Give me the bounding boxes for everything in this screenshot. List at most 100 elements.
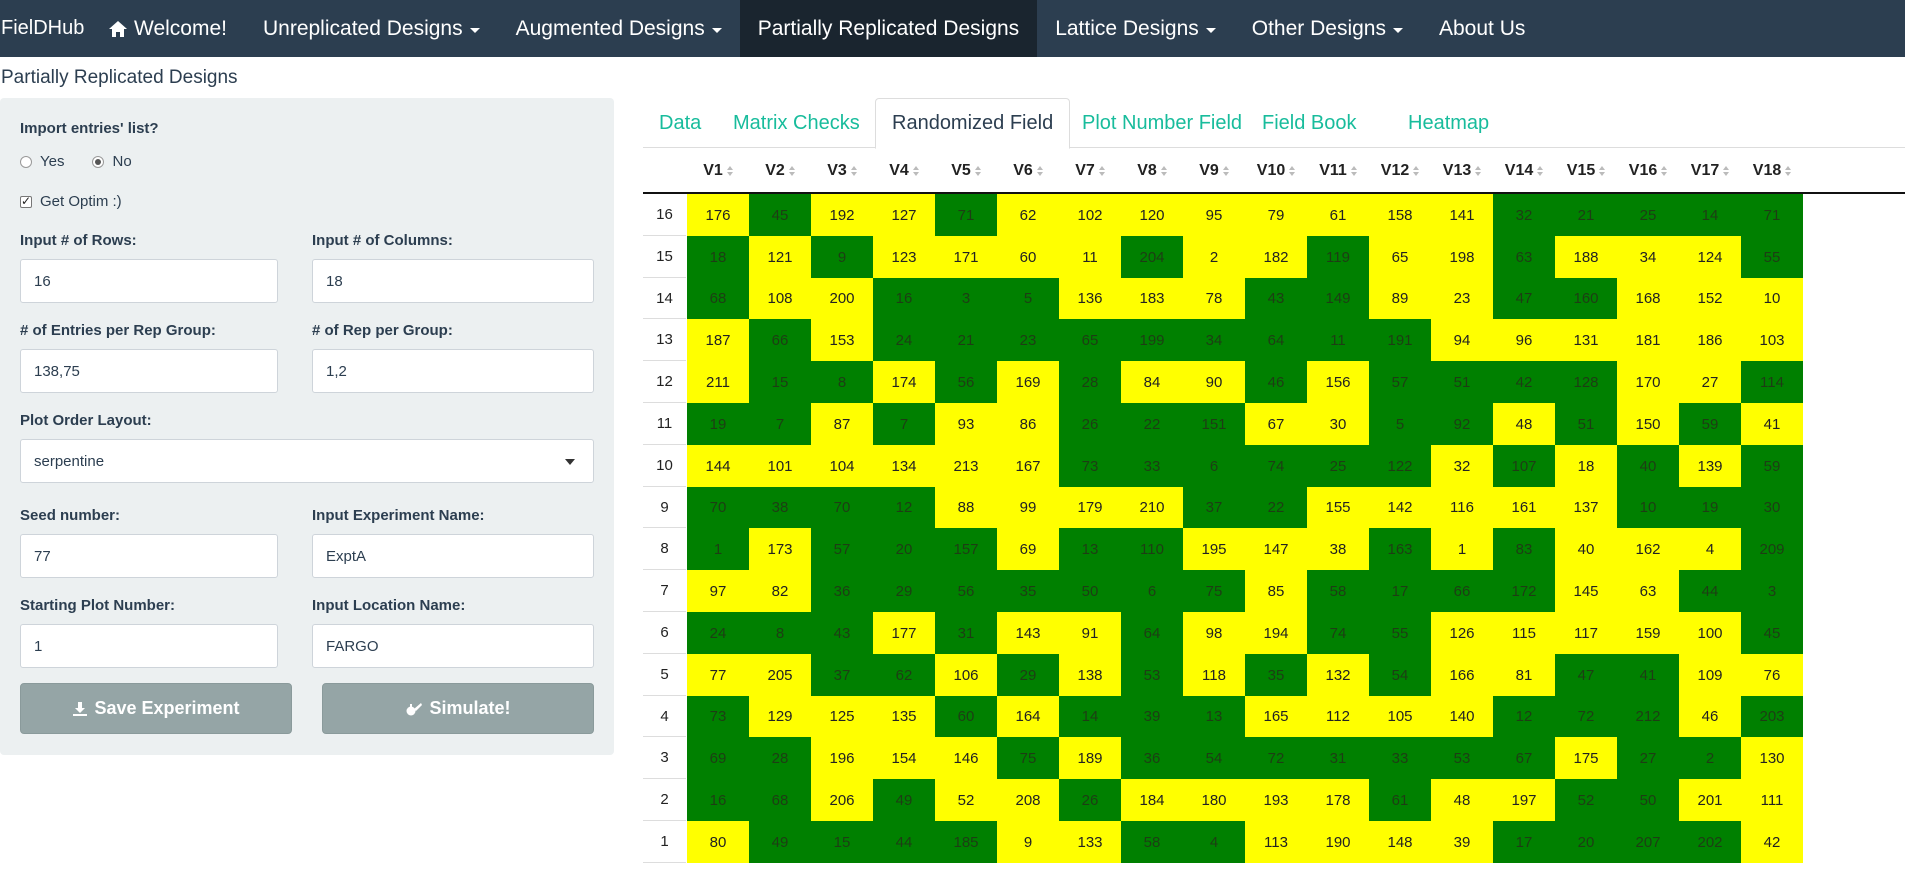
column-header-v18[interactable]: V18 — [1741, 148, 1803, 193]
optim-checkbox-row[interactable]: Get Optim :) — [20, 193, 122, 210]
field-cell: 121 — [749, 236, 811, 278]
field-cell: 41 — [1617, 654, 1679, 696]
tab-plot-number-field[interactable]: Plot Number Field — [1082, 111, 1243, 134]
field-cell: 60 — [935, 696, 997, 737]
layout-label: Plot Order Layout: — [20, 412, 152, 429]
field-cell: 20 — [1555, 821, 1617, 863]
column-header-label: V8 — [1137, 161, 1157, 179]
column-header-v3[interactable]: V3 — [811, 148, 873, 193]
field-cell: 102 — [1059, 194, 1121, 236]
field-cell: 49 — [873, 779, 935, 821]
brand-logo[interactable]: FielDHub — [1, 17, 85, 39]
nav-item-other-designs[interactable]: Other Designs — [1234, 0, 1421, 57]
column-header-v16[interactable]: V16 — [1617, 148, 1679, 193]
field-cell: 142 — [1369, 487, 1431, 528]
seed-input[interactable]: 77 — [20, 534, 278, 578]
column-header-v12[interactable]: V12 — [1369, 148, 1431, 193]
column-header-v10[interactable]: V10 — [1245, 148, 1307, 193]
sort-icon — [1413, 165, 1420, 176]
field-cell: 75 — [997, 737, 1059, 779]
nav-item-augmented-designs[interactable]: Augmented Designs — [498, 0, 740, 57]
save-experiment-button[interactable]: Save Experiment — [20, 683, 292, 734]
field-cell: 71 — [935, 194, 997, 236]
field-cell: 70 — [687, 487, 749, 528]
field-cell: 34 — [1617, 236, 1679, 278]
location-input[interactable]: FARGO — [312, 624, 594, 668]
field-cell: 138 — [1059, 654, 1121, 696]
field-cell: 140 — [1431, 696, 1493, 737]
tab-matrix-checks[interactable]: Matrix Checks — [733, 111, 860, 134]
yes-radio[interactable] — [20, 155, 32, 168]
field-cell: 35 — [1245, 654, 1307, 696]
nav-item-lattice-designs[interactable]: Lattice Designs — [1037, 0, 1234, 57]
nav-item-about-us[interactable]: About Us — [1421, 0, 1543, 57]
column-header-v13[interactable]: V13 — [1431, 148, 1493, 193]
field-cell: 6 — [1183, 445, 1245, 487]
tab-data[interactable]: Data — [659, 111, 702, 134]
field-cell: 8 — [811, 361, 873, 403]
field-cell: 43 — [1245, 278, 1307, 319]
column-header-v8[interactable]: V8 — [1121, 148, 1183, 193]
no-radio[interactable] — [92, 155, 105, 168]
column-header-v17[interactable]: V17 — [1679, 148, 1741, 193]
optim-checkbox[interactable] — [20, 194, 32, 208]
column-header-v9[interactable]: V9 — [1183, 148, 1245, 193]
column-header-v4[interactable]: V4 — [873, 148, 935, 193]
start-plot-input[interactable]: 1 — [20, 624, 278, 668]
column-header-label: V17 — [1690, 161, 1720, 179]
field-cell: 48 — [1431, 779, 1493, 821]
column-header-v14[interactable]: V14 — [1493, 148, 1555, 193]
nav-item-unreplicated-designs[interactable]: Unreplicated Designs — [245, 0, 498, 57]
field-cell: 47 — [1555, 654, 1617, 696]
field-cell: 150 — [1617, 403, 1679, 445]
simulate-button[interactable]: Simulate! — [322, 683, 594, 734]
column-header-v7[interactable]: V7 — [1059, 148, 1121, 193]
field-cell: 196 — [811, 737, 873, 779]
sort-icon — [1537, 165, 1544, 176]
field-cell: 48 — [1493, 403, 1555, 445]
column-header-v6[interactable]: V6 — [997, 148, 1059, 193]
field-cell: 171 — [935, 236, 997, 278]
field-cell: 126 — [1431, 612, 1493, 654]
column-header-v11[interactable]: V11 — [1307, 148, 1369, 193]
reps-input[interactable]: 1,2 — [312, 349, 594, 393]
field-cell: 42 — [1493, 361, 1555, 403]
field-cell: 99 — [997, 487, 1059, 528]
column-header-v5[interactable]: V5 — [935, 148, 997, 193]
nav-item-partially-replicated-designs[interactable]: Partially Replicated Designs — [739, 0, 1038, 57]
column-header-v1[interactable]: V1 — [687, 148, 749, 193]
layout-select[interactable]: serpentine — [20, 439, 594, 483]
field-cell: 71 — [1741, 194, 1803, 236]
cols-input[interactable]: 18 — [312, 259, 594, 303]
rows-input[interactable]: 16 — [20, 259, 278, 303]
field-cell: 114 — [1741, 361, 1803, 403]
field-cell: 33 — [1369, 737, 1431, 779]
field-cell: 62 — [997, 194, 1059, 236]
field-cell: 113 — [1245, 821, 1307, 863]
field-cell: 7 — [749, 403, 811, 445]
tab-randomized-field[interactable]: Randomized Field — [875, 98, 1071, 149]
field-cell: 12 — [1493, 696, 1555, 737]
field-cell: 72 — [1245, 737, 1307, 779]
tab-heatmap[interactable]: Heatmap — [1408, 111, 1490, 134]
field-cell: 104 — [811, 445, 873, 487]
sort-icon — [1599, 165, 1606, 176]
column-header-v2[interactable]: V2 — [749, 148, 811, 193]
sort-icon — [1475, 165, 1482, 176]
yes-label: Yes — [40, 153, 65, 170]
nav-item-welcome[interactable]: Welcome! — [90, 0, 245, 57]
field-cell: 46 — [1679, 696, 1741, 737]
entries-input[interactable]: 138,75 — [20, 349, 278, 393]
column-header-v15[interactable]: V15 — [1555, 148, 1617, 193]
field-cell: 4 — [1679, 528, 1741, 570]
field-cell: 5 — [997, 278, 1059, 319]
sort-icon — [1661, 165, 1668, 176]
tab-field-book[interactable]: Field Book — [1262, 111, 1357, 134]
row-label: 7 — [643, 570, 686, 612]
row-label: 2 — [643, 779, 686, 821]
field-cell: 181 — [1617, 319, 1679, 361]
field-cell: 195 — [1183, 528, 1245, 570]
expt-input[interactable]: ExptA — [312, 534, 594, 578]
field-cell: 59 — [1741, 445, 1803, 487]
field-cell: 23 — [997, 319, 1059, 361]
